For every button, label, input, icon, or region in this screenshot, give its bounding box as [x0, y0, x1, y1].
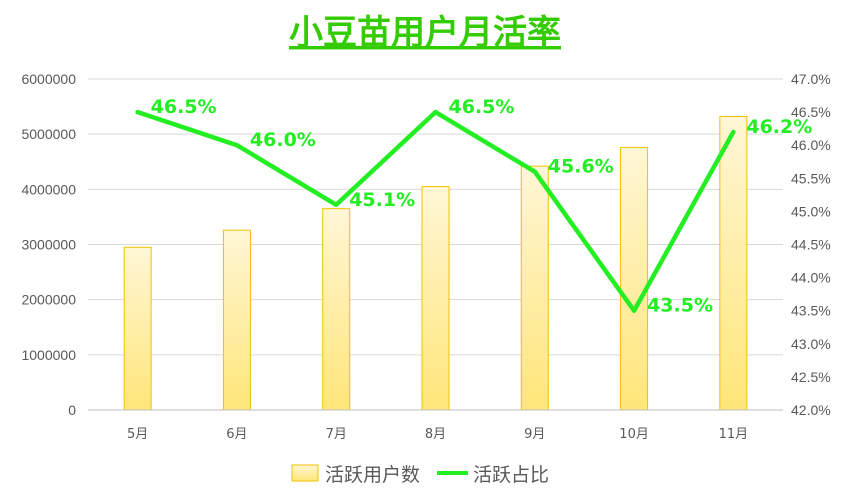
line-point [234, 143, 239, 148]
line-point [334, 202, 339, 207]
x-tick-label: 8月 [425, 427, 446, 442]
x-tick-label: 9月 [524, 427, 545, 442]
right-tick-label: 43.5% [791, 303, 831, 319]
line-point [135, 110, 140, 115]
right-tick-label: 46.5% [791, 104, 831, 120]
line-point [532, 169, 537, 174]
bar-series [123, 116, 748, 411]
right-tick-label: 42.5% [791, 369, 831, 385]
line-data-label: 46.2% [746, 116, 812, 138]
line-point [433, 110, 438, 115]
left-tick-label: 2000000 [21, 292, 76, 308]
x-tick-label: 7月 [326, 427, 347, 442]
left-axis: 0 1000000 2000000 3000000 4000000 5000000 6000… [21, 71, 76, 418]
right-tick-label: 46.0% [791, 137, 831, 153]
line-data-label: 45.1% [349, 189, 415, 211]
line-data-labels: 46.5% 46.0% 45.1% 46.5% 45.6% 43.5% 46.2% [151, 96, 813, 317]
line-data-label: 45.6% [548, 156, 614, 178]
left-tick-label: 3000000 [21, 237, 76, 253]
legend-swatch-bar [291, 464, 319, 482]
bar [222, 229, 251, 411]
right-tick-label: 43.0% [791, 336, 831, 352]
line-data-label: 46.5% [449, 96, 515, 118]
line-point [632, 308, 637, 313]
x-tick-label: 10月 [619, 427, 649, 442]
right-tick-label: 44.0% [791, 270, 831, 286]
bar [322, 208, 351, 411]
right-tick-label: 42.0% [791, 402, 831, 418]
chart-title: 小豆苗用户月活率 [289, 13, 561, 53]
x-tick-label: 11月 [719, 427, 749, 442]
legend: 活跃用户数 活跃占比 [291, 464, 549, 486]
bar [719, 116, 748, 411]
right-tick-label: 47.0% [791, 71, 831, 87]
left-tick-label: 1000000 [21, 347, 76, 363]
x-tick-label: 5月 [127, 427, 148, 442]
left-tick-label: 4000000 [21, 181, 76, 197]
line-data-label: 46.5% [151, 96, 217, 118]
line-data-label: 43.5% [647, 295, 713, 317]
x-axis: 5月 6月 7月 8月 9月 10月 11月 [88, 409, 783, 442]
left-tick-label: 0 [68, 402, 76, 418]
line-data-label: 46.0% [250, 129, 316, 151]
right-tick-label: 44.5% [791, 237, 831, 253]
right-tick-label: 45.0% [791, 203, 831, 219]
bar [123, 246, 152, 411]
x-tick-label: 6月 [226, 427, 247, 442]
bar [520, 165, 549, 411]
line-series [135, 109, 736, 313]
bar [620, 146, 649, 411]
right-axis: 42.0% 42.5% 43.0% 43.5% 44.0% 44.5% 45.0% 45.5%… [791, 71, 831, 418]
left-tick-label: 6000000 [21, 71, 76, 87]
legend-label-bar: 活跃用户数 [325, 464, 420, 486]
right-tick-label: 45.5% [791, 170, 831, 186]
bar [421, 186, 450, 411]
left-tick-label: 5000000 [21, 126, 76, 142]
line-point [731, 129, 736, 134]
legend-label-line: 活跃占比 [473, 464, 549, 486]
